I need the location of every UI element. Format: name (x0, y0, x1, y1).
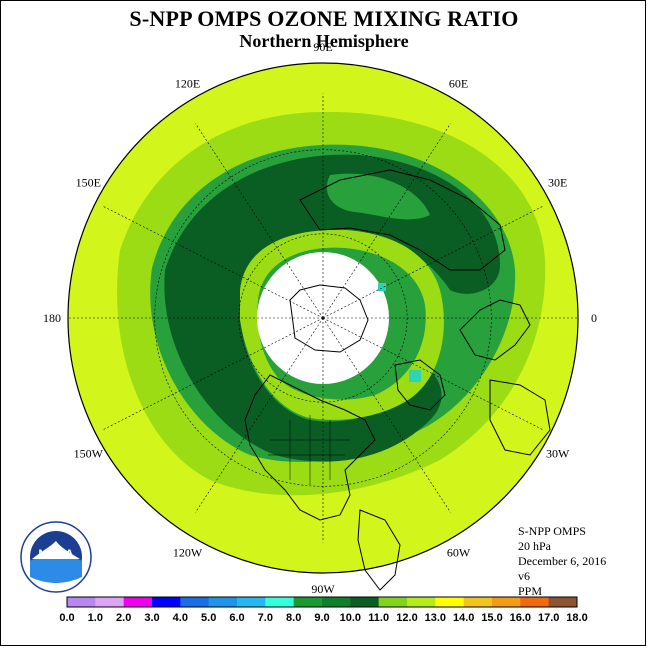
color-scale-tick-label: 11.0 (368, 612, 389, 624)
meridian-line (322, 317, 544, 431)
color-scale-ticks: 0.0 1.0 2.0 3.0 4.0 5.0 6.0 7.0 8.0 9.0 10.0 11.0 12… (59, 612, 587, 624)
color-scale-tick-label: 9.0 (314, 612, 329, 624)
color-scale-cell (435, 597, 464, 607)
meridian-line (102, 317, 324, 431)
meridian-line (195, 317, 324, 513)
color-scale-cell (463, 597, 493, 607)
color-scale-tick-label: 10.0 (340, 612, 361, 624)
color-scale-cell (492, 597, 521, 607)
color-scale-tick-label: 14.0 (453, 612, 474, 624)
color-scale-tick-label: 4.0 (173, 612, 188, 624)
longitude-label: 60E (449, 76, 468, 90)
color-scale-tick-label: 17.0 (538, 612, 559, 624)
color-scale-tick-label: 1.0 (88, 612, 103, 624)
pressure-level: 20 hPa (518, 539, 551, 553)
noaa-logo-text: NOAA (38, 547, 74, 561)
units-label: PPM (518, 584, 543, 598)
longitude-label: 90W (311, 582, 335, 596)
color-scale-tick-label: 18.0 (566, 612, 587, 624)
color-scale-cell (407, 597, 436, 607)
color-scale-cell (548, 597, 577, 607)
ozone-patch-high (409, 370, 421, 382)
color-scale-tick-label: 2.0 (116, 612, 131, 624)
color-scale-cell (293, 597, 323, 607)
color-scale-tick-label: 12.0 (396, 612, 417, 624)
color-scale-cell (180, 597, 209, 607)
longitude-label: 180 (43, 311, 61, 325)
coastline-north-america (244, 374, 376, 521)
color-scale-tick-label: 7.0 (258, 612, 273, 624)
coastline-arctic (289, 284, 369, 353)
coastline-asia (299, 169, 506, 271)
color-scale-border (66, 596, 578, 608)
color-scale-cell (152, 597, 181, 607)
color-scale-cell (123, 597, 153, 607)
observation-date: December 6, 2016 (518, 554, 607, 568)
color-scale-cell (378, 597, 408, 607)
ozone-band-light-inner (326, 173, 430, 220)
color-scale-tick-label: 8.0 (286, 612, 301, 624)
noaa-logo-mark: NOAA (20, 521, 92, 593)
ozone-patch-small (378, 283, 386, 291)
us-state-borders (268, 415, 350, 485)
color-scale-tick-label: 3.0 (144, 612, 159, 624)
coastline-south-america (357, 509, 401, 591)
color-scale-cell (350, 597, 379, 607)
product-info: S-NPP OMPS 20 hPa December 6, 2016 v6 PP… (518, 524, 606, 599)
color-scale-tick-label: 5.0 (201, 612, 216, 624)
color-scale-tick-label: 15.0 (481, 612, 502, 624)
color-scale-cell (520, 597, 549, 607)
longitude-label: 90E (313, 40, 332, 54)
color-scale-cell (322, 597, 351, 607)
meridian-line (322, 317, 451, 513)
longitude-label: 30E (548, 176, 567, 190)
color-scale-cell (67, 597, 96, 607)
map-title: S-NPP OMPS OZONE MIXING RATIO (129, 6, 519, 31)
map-boundary (67, 62, 579, 574)
color-scale-cell (237, 597, 266, 607)
longitude-label: 120W (173, 546, 203, 560)
coastline-europe (459, 299, 531, 361)
color-scale-cell (95, 597, 124, 607)
coastlines (244, 169, 551, 591)
color-scale-cells (66, 596, 578, 608)
meridian-line (195, 123, 324, 319)
instrument-label: S-NPP OMPS (518, 524, 586, 538)
longitude-label: 30W (546, 447, 570, 461)
color-scale-cell (265, 597, 294, 607)
meridian-line (102, 205, 324, 319)
data-version: v6 (518, 569, 530, 583)
longitude-labels: 90E 60E 30E 0 30W 60W 90W 120W 150W 180 150E 120E (43, 40, 597, 596)
color-scale-tick-label: 6.0 (229, 612, 244, 624)
coastline-greenland (394, 359, 446, 411)
color-scale-bar: 0.0 1.0 2.0 3.0 4.0 5.0 6.0 7.0 8.0 9.0 10.0 11.0 12… (59, 596, 588, 624)
map-subtitle: Northern Hemisphere (239, 31, 409, 51)
color-scale-tick-label: 13.0 (425, 612, 446, 624)
color-scale-cell (208, 597, 238, 607)
longitude-label: 150W (74, 447, 104, 461)
longitude-label: 0 (591, 311, 597, 325)
coastline-africa (489, 379, 551, 456)
longitude-label: 60W (447, 546, 471, 560)
color-scale-tick-label: 0.0 (59, 612, 74, 624)
color-scale-tick-label: 16.0 (510, 612, 531, 624)
longitude-label: 150E (76, 176, 101, 190)
meridian-line (322, 123, 451, 319)
noaa-logo: NOAA (20, 521, 92, 593)
longitude-label: 120E (175, 76, 200, 90)
